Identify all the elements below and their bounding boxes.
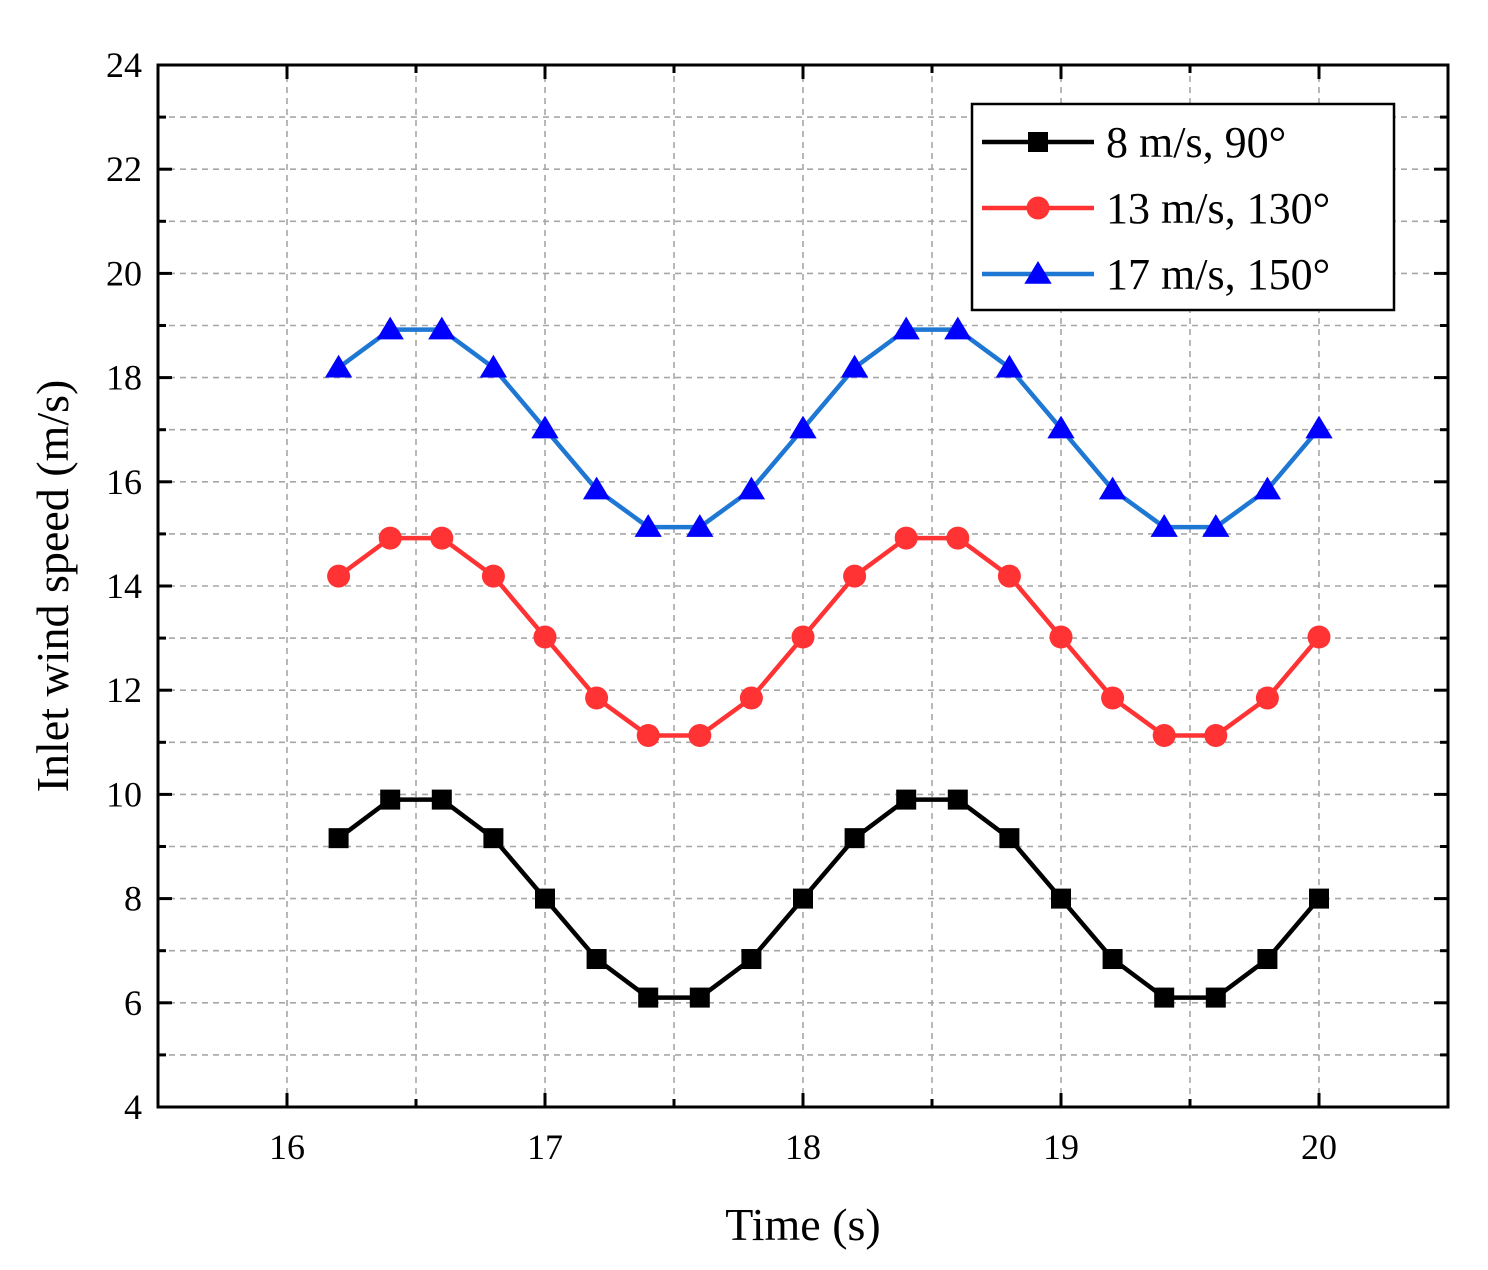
y-tick-label: 22	[106, 149, 142, 189]
data-point	[1205, 987, 1226, 1008]
data-point	[793, 888, 813, 909]
legend-label: 17 m/s, 150°	[1106, 250, 1330, 299]
data-point	[479, 354, 508, 378]
data-point	[1049, 625, 1073, 649]
y-tick-label: 8	[124, 879, 142, 919]
legend-marker	[1028, 132, 1048, 152]
data-point	[1101, 686, 1125, 710]
data-point	[428, 316, 456, 340]
data-point	[1253, 476, 1282, 500]
data-point	[944, 316, 972, 340]
data-point	[324, 354, 353, 378]
data-point	[844, 828, 865, 849]
data-point	[1150, 514, 1178, 537]
y-tick-label: 16	[106, 462, 142, 502]
data-point	[535, 888, 555, 909]
y-axis-title: Inlet wind speed (m/s)	[27, 380, 78, 793]
y-tick-label: 6	[124, 983, 142, 1023]
legend-label: 13 m/s, 130°	[1106, 184, 1330, 233]
data-point	[686, 514, 714, 537]
data-point	[688, 724, 712, 748]
legend-label: 8 m/s, 90°	[1106, 118, 1286, 167]
data-point	[636, 724, 660, 748]
data-point	[1305, 415, 1333, 439]
x-tick-label: 18	[785, 1127, 821, 1167]
grid-lines	[158, 65, 1448, 1107]
y-tick-label: 20	[106, 253, 142, 293]
data-point	[430, 526, 454, 550]
x-tick-label: 20	[1301, 1127, 1337, 1167]
series-2	[327, 526, 1331, 748]
data-point	[689, 987, 710, 1008]
legend-marker	[1024, 261, 1052, 284]
data-point	[843, 564, 867, 588]
data-point	[531, 415, 559, 439]
data-point	[1257, 949, 1278, 970]
data-point	[431, 789, 452, 810]
series-3	[324, 316, 1333, 537]
data-point	[328, 828, 349, 849]
y-tick-label: 4	[124, 1087, 142, 1127]
data-point	[1051, 888, 1071, 909]
data-point	[1098, 476, 1127, 500]
series-line	[337, 327, 1321, 530]
data-point	[741, 949, 762, 970]
data-point	[737, 476, 766, 500]
data-point	[1204, 724, 1228, 748]
data-point	[582, 476, 611, 500]
data-point	[997, 564, 1021, 588]
y-tick-label: 18	[106, 358, 142, 398]
tick-labels: 16 17 18 19 20 4 6 8 10 12 14 16 18 20 22 24	[106, 45, 1337, 1167]
data-point	[380, 789, 401, 810]
data-point	[739, 686, 763, 710]
data-point	[791, 625, 815, 649]
data-point	[896, 789, 917, 810]
data-point	[947, 789, 968, 810]
data-point	[1154, 987, 1175, 1008]
data-point	[1255, 686, 1279, 710]
series-1	[328, 789, 1329, 1008]
data-point	[894, 526, 918, 550]
data-point	[327, 564, 351, 588]
x-tick-label: 19	[1043, 1127, 1079, 1167]
y-tick-label: 10	[106, 774, 142, 814]
data-point	[376, 316, 404, 340]
y-tick-label: 12	[106, 670, 142, 710]
x-tick-label: 17	[527, 1127, 563, 1167]
data-point	[995, 354, 1024, 378]
data-point	[481, 564, 505, 588]
data-point	[1202, 514, 1230, 537]
y-tick-label: 24	[106, 45, 142, 85]
data-point	[378, 526, 402, 550]
data-point	[1307, 625, 1331, 649]
data-point	[1152, 724, 1176, 748]
data-point	[634, 514, 662, 537]
data-point	[946, 526, 970, 550]
data-point	[999, 828, 1020, 849]
data-point	[1102, 949, 1123, 970]
data-point	[789, 415, 817, 439]
data-point	[1309, 888, 1329, 909]
data-point	[585, 686, 609, 710]
x-tick-label: 16	[269, 1127, 305, 1167]
data-point	[892, 316, 920, 340]
data-point	[840, 354, 869, 378]
data-point	[638, 987, 659, 1008]
data-point	[586, 949, 607, 970]
data-point	[1047, 415, 1075, 439]
legend-marker	[1026, 196, 1050, 220]
series-layer	[324, 316, 1333, 1008]
data-point	[533, 625, 557, 649]
axis-ticks	[158, 63, 1448, 1109]
y-tick-label: 14	[106, 566, 142, 606]
x-axis-title: Time (s)	[725, 1199, 881, 1250]
legend: 8 m/s, 90° 13 m/s, 130° 17 m/s, 150°	[970, 102, 1396, 312]
data-point	[483, 828, 504, 849]
